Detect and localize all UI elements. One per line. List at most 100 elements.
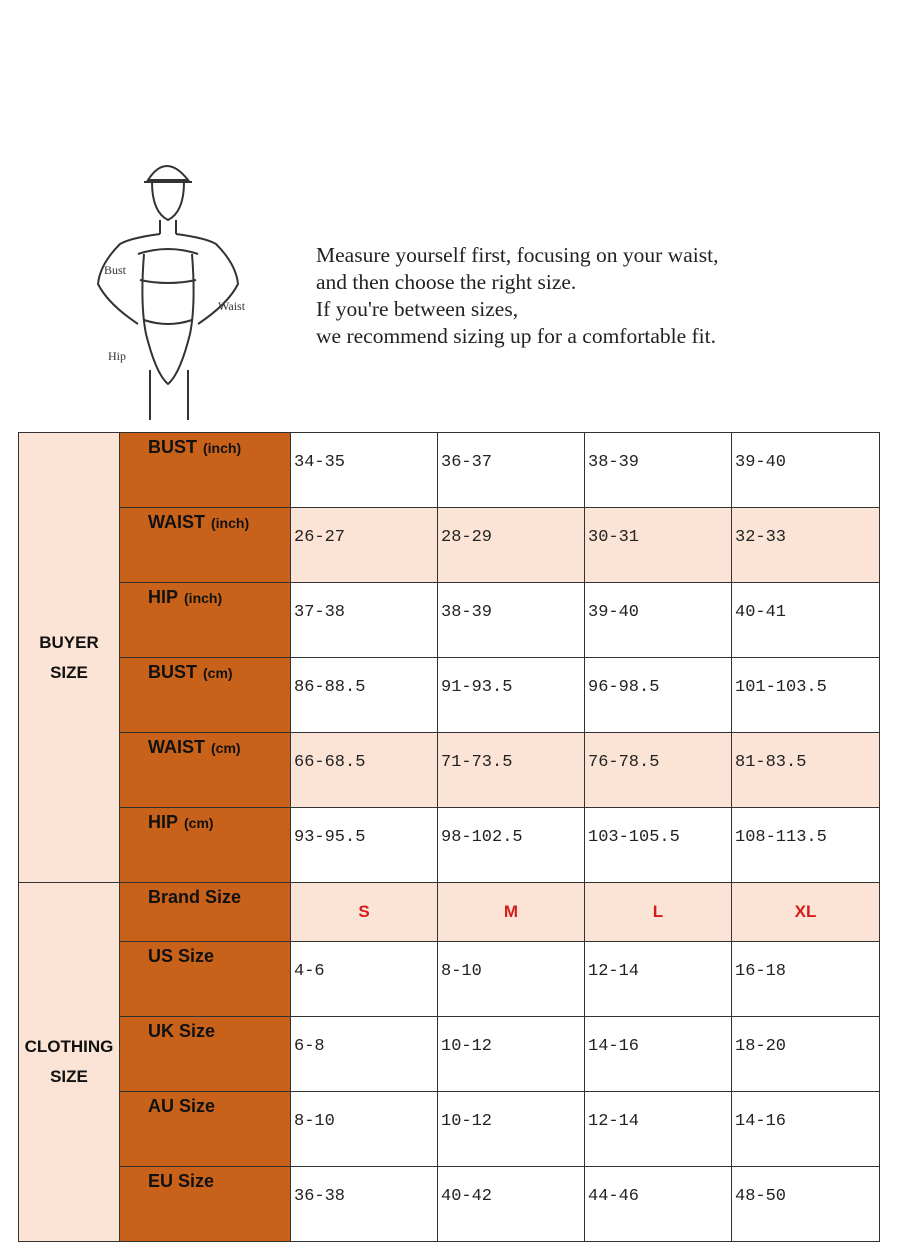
- measurement-guide: Bust Waist Hip Measure yourself first, f…: [18, 150, 879, 428]
- table-row: WAIST (inch) 26-27 28-29 30-31 32-33: [19, 507, 880, 583]
- size-value: 38-39: [437, 582, 585, 658]
- size-value: 98-102.5: [437, 807, 585, 883]
- size-value: 103-105.5: [584, 807, 732, 883]
- measurement-name: US Size: [148, 946, 215, 966]
- row-label: US Size: [119, 941, 291, 1017]
- brand-size: L: [584, 882, 732, 942]
- size-value: 40-41: [731, 582, 880, 658]
- size-value: 26-27: [290, 507, 438, 583]
- table-row: AU Size 8-10 10-12 12-14 14-16: [19, 1091, 880, 1167]
- instruction-line: we recommend sizing up for a comfortable…: [316, 324, 716, 348]
- measurement-name: HIP: [148, 587, 179, 607]
- bust-label: Bust: [104, 263, 127, 277]
- size-value: 14-16: [731, 1091, 880, 1167]
- size-value: 18-20: [731, 1016, 880, 1092]
- row-label: Brand Size: [119, 882, 291, 942]
- row-label: WAIST (cm): [119, 732, 291, 808]
- measurement-name: WAIST: [148, 512, 205, 532]
- measurement-name: BUST: [148, 662, 197, 682]
- table-row: EU Size 36-38 40-42 44-46 48-50: [19, 1166, 880, 1242]
- row-label: BUST (cm): [119, 657, 291, 733]
- measurement-unit: (inch): [211, 515, 250, 531]
- size-value: 101-103.5: [731, 657, 880, 733]
- size-value: 14-16: [584, 1016, 732, 1092]
- size-value: 71-73.5: [437, 732, 585, 808]
- size-value: 36-38: [290, 1166, 438, 1242]
- size-value: 8-10: [437, 941, 585, 1017]
- brand-size-row: CLOTHING SIZE Brand Size S M L XL: [18, 882, 880, 1242]
- table-row: BUYER SIZE BUST (inch) 34-35 36-37 38-39 39-40: [18, 432, 880, 883]
- size-value: 34-35: [290, 432, 438, 508]
- table-row: HIP (cm) 93-95.5 98-102.5 103-105.5 108-113.5: [19, 807, 880, 883]
- row-label: EU Size: [119, 1166, 291, 1242]
- size-value: 96-98.5: [584, 657, 732, 733]
- sizing-instructions: Measure yourself first, focusing on your…: [316, 242, 718, 350]
- instruction-line: and then choose the right size.: [316, 270, 577, 294]
- size-value: 66-68.5: [290, 732, 438, 808]
- size-value: 16-18: [731, 941, 880, 1017]
- size-value: 93-95.5: [290, 807, 438, 883]
- size-value: 36-37: [437, 432, 585, 508]
- size-value: 8-10: [290, 1091, 438, 1167]
- measurement-name: BUST: [148, 437, 197, 457]
- table-row: US Size 4-6 8-10 12-14 16-18: [19, 941, 880, 1017]
- size-value: 81-83.5: [731, 732, 880, 808]
- row-label: UK Size: [119, 1016, 291, 1092]
- measurement-name: Brand Size: [148, 887, 242, 907]
- size-value: 12-14: [584, 1091, 732, 1167]
- measurement-unit: (cm): [203, 665, 233, 681]
- instruction-line: Measure yourself first, focusing on your…: [316, 243, 719, 267]
- size-value: 4-6: [290, 941, 438, 1017]
- size-value: 48-50: [731, 1166, 880, 1242]
- table-row: HIP (inch) 37-38 38-39 39-40 40-41: [19, 582, 880, 658]
- group-label-line: BUYER: [39, 632, 99, 652]
- group-label-clothing: CLOTHING SIZE: [18, 882, 120, 1242]
- size-value: 6-8: [290, 1016, 438, 1092]
- group-label-line: SIZE: [50, 662, 88, 682]
- size-value: 39-40: [584, 582, 732, 658]
- size-value: 32-33: [731, 507, 880, 583]
- body-measurement-figure-icon: Bust Waist Hip: [96, 165, 246, 420]
- measurement-name: WAIST: [148, 737, 205, 757]
- group-label-buyer: BUYER SIZE: [18, 432, 120, 883]
- size-value: 30-31: [584, 507, 732, 583]
- measurement-name: HIP: [148, 812, 179, 832]
- group-label-line: CLOTHING: [24, 1037, 114, 1056]
- measurement-unit: (cm): [211, 740, 241, 756]
- table-row: UK Size 6-8 10-12 14-16 18-20: [19, 1016, 880, 1092]
- size-value: 40-42: [437, 1166, 585, 1242]
- brand-size: XL: [731, 882, 880, 942]
- measurement-name: AU Size: [148, 1096, 216, 1116]
- size-value: 28-29: [437, 507, 585, 583]
- size-value: 10-12: [437, 1016, 585, 1092]
- row-label: AU Size: [119, 1091, 291, 1167]
- row-label: HIP (inch): [119, 582, 291, 658]
- row-label: WAIST (inch): [119, 507, 291, 583]
- brand-size: S: [290, 882, 438, 942]
- table-row: WAIST (cm) 66-68.5 71-73.5 76-78.5 81-83.5: [19, 732, 880, 808]
- size-value: 86-88.5: [290, 657, 438, 733]
- instruction-line: If you're between sizes,: [316, 297, 519, 321]
- size-value: 38-39: [584, 432, 732, 508]
- measurement-name: UK Size: [148, 1021, 216, 1041]
- size-value: 10-12: [437, 1091, 585, 1167]
- measurement-name: EU Size: [148, 1171, 215, 1191]
- row-label: BUST (inch): [119, 432, 291, 508]
- size-value: 39-40: [731, 432, 880, 508]
- waist-label: Waist: [218, 299, 246, 313]
- measurement-unit: (inch): [203, 440, 242, 456]
- group-label-line: SIZE: [50, 1067, 88, 1086]
- size-value: 91-93.5: [437, 657, 585, 733]
- measurement-unit: (inch): [184, 590, 223, 606]
- size-value: 12-14: [584, 941, 732, 1017]
- size-value: 76-78.5: [584, 732, 732, 808]
- row-label: HIP (cm): [119, 807, 291, 883]
- size-value: 44-46: [584, 1166, 732, 1242]
- size-chart-table: BUYER SIZE BUST (inch) 34-35 36-37 38-39 39-40 W…: [18, 432, 880, 1242]
- size-value: 37-38: [290, 582, 438, 658]
- size-value: 108-113.5: [731, 807, 880, 883]
- table-row: BUST (cm) 86-88.5 91-93.5 96-98.5 101-103.5: [19, 657, 880, 733]
- brand-size: M: [437, 882, 585, 942]
- measurement-unit: (cm): [184, 815, 214, 831]
- hip-label: Hip: [108, 349, 126, 363]
